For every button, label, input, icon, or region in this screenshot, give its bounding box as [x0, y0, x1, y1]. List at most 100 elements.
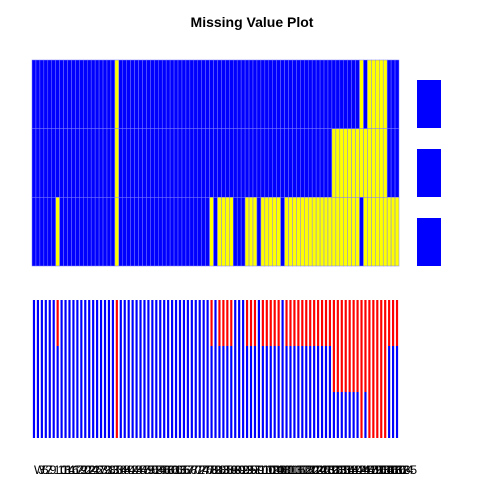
heatmap-cell [284, 128, 289, 198]
chart-title: Missing Value Plot [191, 14, 314, 30]
heatmap-cell [71, 59, 76, 129]
x-tick-label: 85 [219, 463, 233, 477]
heatmap-cell [173, 197, 179, 267]
heatmap-cell [390, 128, 396, 198]
x-tick-label: 136 [334, 463, 354, 477]
heatmap-cell [173, 128, 179, 198]
bar-missing [301, 300, 304, 346]
x-tick-label: 99 [251, 463, 265, 477]
heatmap-cell [161, 59, 167, 129]
heatmap-cell [102, 59, 108, 129]
heatmap-cell [161, 197, 167, 267]
heatmap-cell [363, 197, 368, 267]
heatmap-cell [268, 128, 273, 198]
heatmap-cell [122, 197, 127, 267]
heatmap-cell [390, 197, 396, 267]
bar-missing [395, 300, 399, 346]
legend-swatch [417, 218, 441, 266]
heatmap-cell [43, 59, 49, 129]
x-tick-label: 88 [227, 463, 241, 477]
x-tick-label: 76 [200, 463, 214, 477]
bar-missing [320, 300, 324, 346]
heatmap-cell [134, 197, 139, 267]
bar-present [92, 300, 95, 438]
heatmap-cell [79, 59, 84, 129]
heatmap-cell [39, 197, 45, 267]
bar-present [36, 300, 40, 438]
x-tick-labels: W235791013141617192022242627293133353638… [34, 463, 417, 477]
heatmap-cell [63, 197, 68, 267]
heatmap-cell [252, 128, 258, 198]
bar-missing [340, 300, 343, 392]
heatmap-cell [240, 197, 246, 267]
bar-missing [115, 300, 118, 438]
heatmap-cell [43, 128, 49, 198]
heatmap-cell [248, 59, 254, 129]
heatmap-cell [138, 197, 143, 267]
heatmap-cell [264, 59, 270, 129]
x-tick-label: 93 [239, 463, 253, 477]
heatmap-cell [248, 197, 254, 267]
heatmap-cell [304, 197, 309, 267]
x-tick-label: 47 [137, 463, 151, 477]
heatmap-cell [189, 59, 195, 129]
heatmap-cell [331, 128, 337, 198]
heatmap-cell [31, 128, 37, 198]
heatmap-cell [284, 197, 289, 267]
heatmap-cell [355, 128, 360, 198]
bar-missing [265, 300, 268, 346]
x-tick-label: 153 [369, 463, 389, 477]
heatmap-cell [359, 59, 364, 129]
heatmap-cell [371, 128, 376, 198]
bar-present [317, 346, 320, 438]
bar-present [178, 300, 182, 438]
x-tick-label: 156 [377, 463, 397, 477]
heatmap-cell [347, 197, 352, 267]
heatmap-cell [75, 128, 80, 198]
x-tick-label: 19 [73, 463, 87, 477]
bar-missing [253, 300, 257, 346]
bar-missing [218, 300, 221, 346]
heatmap-cell [150, 197, 155, 267]
bar-present [332, 392, 335, 438]
x-tick-label: 102 [259, 463, 279, 477]
x-tick-label: 131 [322, 463, 342, 477]
heatmap-cell [390, 59, 396, 129]
x-tick-label: 108 [271, 463, 291, 477]
x-tick-label: 43 [129, 463, 143, 477]
x-tick-label: W2 [34, 463, 52, 477]
heatmap-cell [189, 128, 195, 198]
x-tick-label: 120 [298, 463, 318, 477]
bar-missing [56, 300, 59, 346]
bar-present [52, 300, 55, 438]
bar-present [76, 300, 79, 438]
bar-missing [269, 300, 272, 346]
heatmap-cell [276, 59, 281, 129]
heatmap-cell [331, 59, 337, 129]
heatmap-cell [256, 197, 262, 267]
heatmap-cell [154, 128, 159, 198]
bar-present [364, 392, 367, 438]
x-tick-label: 50 [144, 463, 158, 477]
heatmap-cell [138, 128, 143, 198]
heatmap-cell [367, 59, 372, 129]
bar-present [48, 300, 51, 438]
heatmap-cell [193, 128, 198, 198]
heatmap-cell [35, 128, 41, 198]
heatmap-cell [296, 197, 301, 267]
heatmap-cell [150, 59, 155, 129]
heatmap-cell [351, 197, 356, 267]
heatmap-cell [394, 197, 400, 267]
heatmap-cell [217, 128, 222, 198]
heatmap-cell [86, 197, 92, 267]
heatmap-cell [386, 59, 392, 129]
heatmap-cell [307, 59, 313, 129]
bar-present [297, 346, 300, 438]
bar-present [352, 392, 355, 438]
heatmap-cell [335, 59, 341, 129]
heatmap-cell [327, 128, 333, 198]
x-tick-label: 56 [156, 463, 170, 477]
bar-present [273, 346, 276, 438]
bar-missing [309, 300, 312, 346]
bar-present [344, 392, 347, 438]
